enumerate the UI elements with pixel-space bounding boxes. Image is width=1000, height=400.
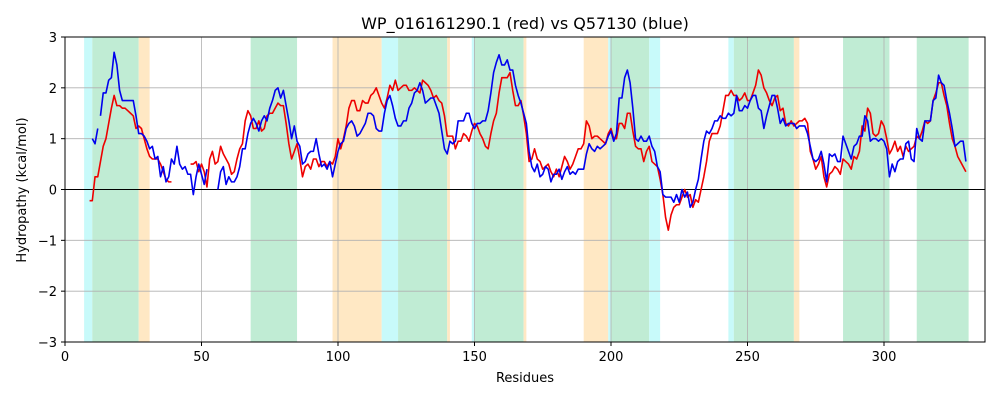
x-tick-label: 0 (61, 350, 69, 365)
x-tick-label: 50 (193, 350, 210, 365)
series-0-line-1 (190, 69, 967, 231)
y-axis: −3 −2 −1 0 1 2 3 (38, 31, 65, 351)
y-tick-label: −2 (38, 285, 57, 300)
x-tick-label: 250 (735, 350, 760, 365)
x-axis: 0 50 100 150 200 250 300 (61, 342, 897, 365)
x-tick-label: 150 (462, 350, 487, 365)
data-series (89, 51, 967, 231)
y-tick-label: 1 (49, 133, 57, 148)
chart-title: WP_016161290.1 (red) vs Q57130 (blue) (361, 14, 689, 34)
y-tick-label: 2 (49, 82, 57, 97)
x-tick-label: 200 (599, 350, 624, 365)
y-tick-label: −1 (38, 234, 57, 249)
x-tick-label: 300 (872, 350, 897, 365)
series-1-line-0 (91, 128, 99, 145)
y-tick-label: 3 (49, 31, 57, 46)
y-tick-label: −3 (38, 336, 57, 351)
x-tick-label: 100 (326, 350, 351, 365)
x-axis-label: Residues (496, 371, 554, 386)
y-axis-label: Hydropathy (kcal/mol) (15, 117, 30, 262)
series-1-line-2 (217, 53, 967, 209)
y-tick-label: 0 (49, 184, 57, 199)
series-1-line-1 (99, 51, 208, 196)
